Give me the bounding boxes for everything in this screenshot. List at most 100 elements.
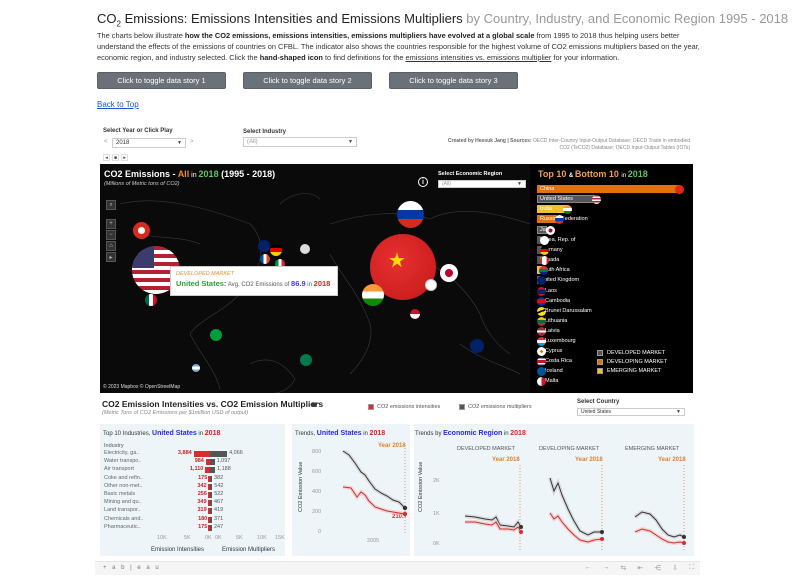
country-select[interactable]: United States ▼: [577, 408, 685, 416]
bubble-france[interactable]: [260, 254, 270, 264]
toggle-story-3-button[interactable]: Click to toggle data story 3: [389, 72, 518, 89]
industry-row[interactable]: Pharmaceutic.. 175 247: [104, 524, 284, 532]
industry-row[interactable]: Electricity, ga.. 3,884 4,066: [104, 450, 284, 458]
industry-row[interactable]: Basic metals 256 522: [104, 491, 284, 499]
definitions-link[interactable]: emissions intensities vs. emissions mult…: [405, 53, 552, 62]
year-next-button[interactable]: >: [190, 139, 194, 145]
bubble-south-africa[interactable]: [300, 354, 312, 366]
region-select[interactable]: (All) ▼: [438, 180, 526, 188]
rank-row-south-africa[interactable]: South Africa: [537, 265, 570, 275]
legend-emerging[interactable]: EMERGING MARKET: [597, 366, 667, 375]
bubble-japan[interactable]: [440, 264, 458, 282]
fullscreen-icon[interactable]: ⛶: [689, 564, 694, 571]
industry-select[interactable]: (All) ▼: [243, 137, 357, 147]
multiplier-bar[interactable]: [210, 475, 212, 482]
multiplier-bar[interactable]: [210, 524, 212, 531]
rank-row-costa-rica[interactable]: Costa Rica: [537, 356, 572, 366]
rank-row-lithuania[interactable]: Lithuania: [537, 316, 567, 326]
trend-region-charts[interactable]: [460, 455, 695, 555]
rank-row-korea[interactable]: Korea, Rep. of: [537, 235, 575, 245]
legend-intensity[interactable]: CO2 emissions intensities: [368, 404, 440, 410]
rank-row-cyprus[interactable]: Cyprus: [537, 346, 562, 356]
industry-row[interactable]: Air transport 1,110 1,188: [104, 466, 284, 474]
rank-row-luxembourg[interactable]: Luxembourg: [537, 336, 576, 346]
rank-row-china[interactable]: China: [537, 184, 684, 194]
legend-multiplier[interactable]: CO2 emissions multipliers: [459, 404, 532, 410]
pan-arrow-icon[interactable]: ▸: [106, 252, 116, 262]
play-stop-button[interactable]: ■: [112, 154, 119, 161]
bubble-russia[interactable]: [397, 201, 424, 228]
industry-row[interactable]: Coke and refin.. 175 382: [104, 475, 284, 483]
zoom-out-icon[interactable]: −: [106, 230, 116, 240]
industry-row[interactable]: Land transpor.. 319 419: [104, 507, 284, 515]
reset-icon[interactable]: ⇤: [637, 565, 644, 572]
rank-row-india[interactable]: India: [537, 204, 572, 214]
bubble-italy[interactable]: [275, 259, 285, 269]
toggle-story-1-button[interactable]: Click to toggle data story 1: [97, 72, 226, 89]
legend-developed[interactable]: DEVELOPED MARKET: [597, 348, 667, 357]
multiplier-bar[interactable]: [210, 467, 215, 474]
year-select[interactable]: 2018 ▼: [112, 138, 186, 148]
undo-icon[interactable]: ←: [584, 564, 592, 571]
rank-row-japan[interactable]: Japan: [537, 225, 555, 235]
industry-row[interactable]: Water transpo.. 984 1,097: [104, 458, 284, 466]
rank-row-united-kingdom[interactable]: United Kingdom: [537, 275, 579, 285]
multiplier-bar[interactable]: [210, 459, 215, 466]
year-prev-button[interactable]: <: [104, 139, 108, 145]
rank-row-united-states[interactable]: United States: [537, 194, 601, 204]
share-icon[interactable]: ⋲: [654, 565, 662, 572]
rank-row-latvia[interactable]: Latvia: [537, 326, 560, 336]
rank-row-canada[interactable]: Canada: [537, 255, 559, 265]
tableau-logo[interactable]: + a b | e a u: [103, 565, 161, 571]
revert-icon[interactable]: ⇆: [620, 565, 627, 572]
hand-pointer-icon[interactable]: ☛: [311, 400, 320, 411]
back-to-top-link[interactable]: Back to Top: [97, 100, 139, 109]
bubble-mexico[interactable]: [145, 294, 157, 306]
home-icon[interactable]: ⌂: [106, 241, 116, 251]
map-attribution[interactable]: © 2023 Mapbox © OpenStreetMap: [103, 384, 181, 390]
multiplier-bar[interactable]: [210, 483, 213, 490]
play-back-button[interactable]: ◂: [103, 154, 110, 161]
industry-row[interactable]: Mining and qu.. 349 467: [104, 499, 284, 507]
rank-row-laos[interactable]: Laos: [537, 286, 557, 296]
legend-developing[interactable]: DEVELOPING MARKET: [597, 357, 667, 366]
redo-icon[interactable]: →: [602, 564, 610, 571]
bubble-india[interactable]: [362, 284, 384, 306]
rank-row-iceland[interactable]: Iceland: [537, 366, 563, 376]
bubble-uk[interactable]: [258, 240, 270, 252]
world-map[interactable]: CO2 Emissions - All in 2018 (1995 - 2018…: [100, 164, 530, 393]
intensity-bar[interactable]: [208, 492, 210, 498]
intensity-bar[interactable]: [205, 459, 210, 466]
industry-row[interactable]: Chemicals and.. 180 371: [104, 516, 284, 524]
bubble-brazil[interactable]: [210, 329, 222, 341]
intensity-bar[interactable]: [208, 516, 210, 523]
multiplier-bar[interactable]: [210, 451, 228, 457]
bubble-australia[interactable]: [470, 339, 484, 353]
rank-row-russia[interactable]: Russian Federation: [537, 214, 588, 224]
bubble-germany[interactable]: [270, 244, 282, 256]
intensity-bar[interactable]: [208, 508, 210, 515]
download-icon[interactable]: ⇩: [672, 565, 679, 572]
intensity-bar[interactable]: [208, 483, 210, 490]
zoom-in-icon[interactable]: +: [106, 219, 116, 229]
rank-row-cambodia[interactable]: Cambodia: [537, 296, 570, 306]
bubble-argentina[interactable]: [192, 364, 200, 372]
industry-row[interactable]: Other non-met.. 342 542: [104, 483, 284, 491]
bubble-korea[interactable]: [425, 279, 437, 291]
multiplier-bar[interactable]: [210, 516, 212, 523]
map-search-icon[interactable]: ⌕: [106, 200, 116, 210]
intensity-bar[interactable]: [208, 500, 210, 507]
multiplier-bar[interactable]: [210, 508, 212, 515]
info-icon[interactable]: i: [418, 177, 428, 187]
multiplier-bar[interactable]: [210, 492, 213, 498]
trend-country-chart[interactable]: [335, 445, 410, 535]
rank-row-brunei[interactable]: Brunei Darussalam: [537, 306, 592, 316]
bubble-poland[interactable]: [300, 244, 310, 254]
intensity-bar[interactable]: [208, 524, 210, 531]
bubble-indonesia[interactable]: [410, 309, 420, 319]
intensity-bar[interactable]: [193, 451, 210, 457]
bubble-canada[interactable]: [133, 222, 150, 239]
play-forward-button[interactable]: ▸: [121, 154, 128, 161]
toggle-story-2-button[interactable]: Click to toggle data story 2: [243, 72, 372, 89]
intensity-bar[interactable]: [208, 475, 210, 482]
